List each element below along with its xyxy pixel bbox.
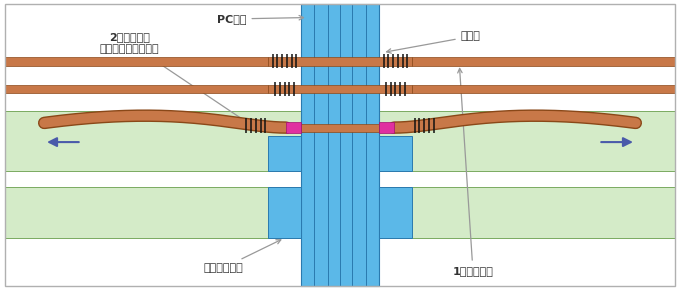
Bar: [412, 85, 675, 93]
Bar: [301, 4, 379, 286]
Bar: [379, 122, 394, 133]
Bar: [268, 57, 412, 66]
Bar: [268, 85, 412, 93]
Bar: [286, 122, 301, 133]
Bar: [268, 187, 301, 238]
Bar: [5, 57, 268, 66]
Bar: [268, 136, 301, 171]
Text: クッション材: クッション材: [203, 240, 281, 273]
Bar: [5, 111, 301, 171]
Text: 柱部材: 柱部材: [387, 32, 481, 53]
Bar: [412, 57, 675, 66]
Bar: [379, 136, 412, 171]
Bar: [5, 187, 301, 238]
Bar: [5, 85, 268, 93]
Text: 2次ケーブル
（接合用ケーブル）: 2次ケーブル （接合用ケーブル）: [99, 32, 249, 124]
Bar: [379, 187, 675, 238]
Bar: [379, 111, 675, 171]
Bar: [301, 124, 379, 132]
Text: 1次ケーブル: 1次ケーブル: [452, 68, 494, 276]
Text: PC銅棒: PC銅棒: [217, 14, 303, 24]
Bar: [379, 187, 412, 238]
